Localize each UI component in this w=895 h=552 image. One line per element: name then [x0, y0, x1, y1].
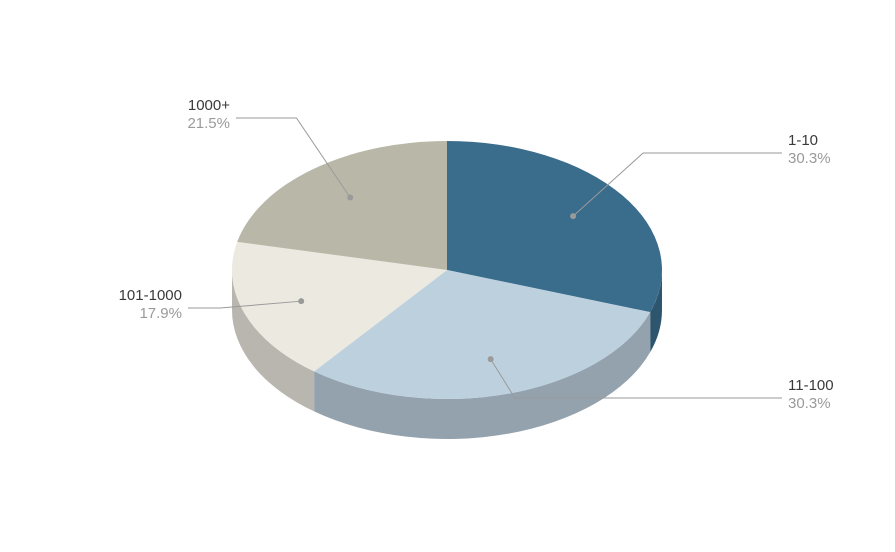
slice-label-3: 1000+ [188, 97, 230, 114]
slice-label-1: 11-100 [788, 377, 834, 394]
slice-pct-1: 30.3% [788, 395, 831, 412]
slice-pct-3: 21.5% [187, 115, 230, 132]
pie-3d-chart: 1-1030.3%11-10030.3%101-100017.9%1000+21… [0, 0, 895, 552]
slice-pct-2: 17.9% [139, 305, 182, 322]
slice-label-0: 1-10 [788, 132, 818, 149]
slice-label-2: 101-1000 [119, 287, 182, 304]
slice-pct-0: 30.3% [788, 150, 831, 167]
